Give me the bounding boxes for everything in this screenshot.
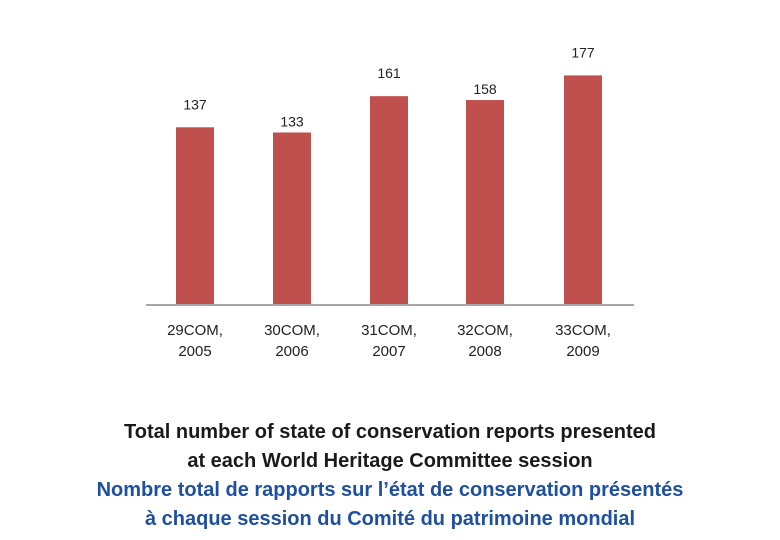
caption-english-line-2: at each World Heritage Committee session: [187, 450, 593, 472]
tick-label-1-line-1: 30COM,: [264, 322, 320, 339]
data-label-3: 158: [473, 81, 497, 97]
tick-label-4-line-1: 33COM,: [555, 322, 611, 339]
tick-label-3-line-2: 2008: [468, 343, 501, 360]
bar-2: [370, 96, 408, 305]
data-label-2: 161: [377, 65, 401, 81]
data-label-4: 177: [571, 44, 595, 60]
bar-chart: 137 133 161 158 177 29COM, 2005 30COM, 2006 31COM…: [146, 44, 634, 360]
bar-0: [176, 127, 214, 305]
bar-3: [466, 100, 504, 305]
caption-english-line-1: Total number of state of conservation re…: [124, 421, 656, 443]
data-label-0: 137: [183, 96, 207, 112]
tick-label-0-line-1: 29COM,: [167, 322, 223, 339]
tick-label-3-line-1: 32COM,: [457, 322, 513, 339]
bar-4: [564, 75, 602, 305]
tick-label-0-line-2: 2005: [178, 343, 211, 360]
tick-label-2-line-1: 31COM,: [361, 322, 417, 339]
caption-french-line-1: Nombre total de rapports sur l’état de c…: [96, 479, 684, 501]
tick-label-1-line-2: 2006: [275, 343, 308, 360]
tick-label-2-line-2: 2007: [372, 343, 405, 360]
bar-1: [273, 132, 311, 305]
tick-label-4-line-2: 2009: [566, 343, 599, 360]
caption-french-line-2: à chaque session du Comité du patrimoine…: [144, 508, 636, 530]
data-label-1: 133: [280, 113, 304, 129]
